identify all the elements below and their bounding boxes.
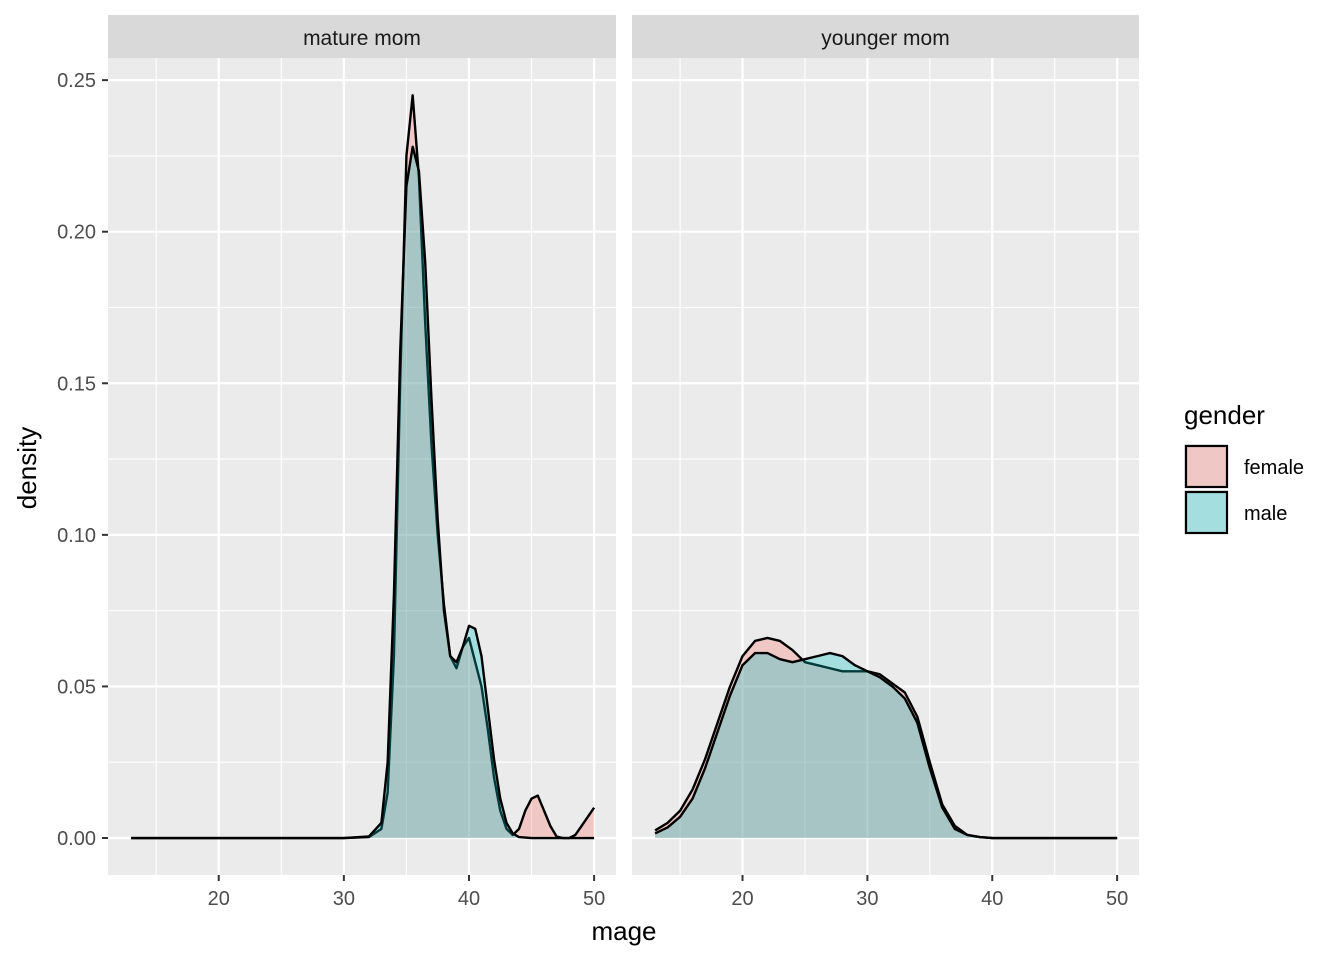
- x-tick-label: 30: [856, 888, 878, 910]
- facet-strip-label: younger mom: [821, 27, 949, 50]
- panel-background: [108, 58, 616, 875]
- facet-1: mature mom: [108, 15, 616, 875]
- facet-2: younger mom: [632, 15, 1139, 875]
- x-tick-label: 20: [731, 888, 753, 910]
- x-tick-label: 50: [583, 888, 605, 910]
- y-tick-label: 0.15: [57, 373, 96, 395]
- legend-label-female: female: [1244, 457, 1304, 479]
- legend: gender female male: [1184, 400, 1304, 535]
- x-tick-label: 50: [1106, 888, 1128, 910]
- x-tick-label: 40: [981, 888, 1003, 910]
- density-area-female: [655, 637, 1118, 839]
- y-axis: 0.00 0.05 0.10 0.15 0.20 0.25: [57, 70, 108, 850]
- y-tick-label: 0.20: [57, 222, 96, 244]
- legend-title: gender: [1184, 400, 1265, 430]
- facet-strip: [632, 15, 1139, 58]
- density-line-male: [131, 145, 595, 840]
- density-area-male: [131, 146, 595, 839]
- x-tick-label: 40: [458, 888, 480, 910]
- density-area-male: [655, 653, 1118, 839]
- x-tick-label: 30: [333, 888, 355, 910]
- density-line-male: [654, 651, 1118, 840]
- legend-key-male: [1184, 490, 1229, 535]
- facet-strip: [108, 15, 616, 58]
- facet-strip-label: mature mom: [303, 27, 421, 50]
- legend-key-female: [1184, 444, 1229, 489]
- y-tick-label: 0.25: [57, 70, 96, 92]
- y-tick-label: 0.10: [57, 525, 96, 547]
- x-axis-facet-2: 20 30 40 50: [731, 875, 1128, 910]
- y-axis-title: density: [12, 427, 42, 509]
- facet-panels: mature mom younger mom: [108, 15, 1139, 875]
- legend-key-female-bg: [1184, 444, 1228, 488]
- x-tick-label: 20: [208, 888, 230, 910]
- y-tick-label: 0.00: [57, 828, 96, 850]
- legend-key-male-bg: [1184, 490, 1228, 534]
- legend-label-male: male: [1244, 503, 1287, 525]
- x-axes: 20 30 40 50 20 30 40 50: [208, 875, 1128, 910]
- y-tick-label: 0.05: [57, 676, 96, 698]
- x-axis-facet-1: 20 30 40 50: [208, 875, 605, 910]
- x-axis-title: mage: [591, 916, 656, 946]
